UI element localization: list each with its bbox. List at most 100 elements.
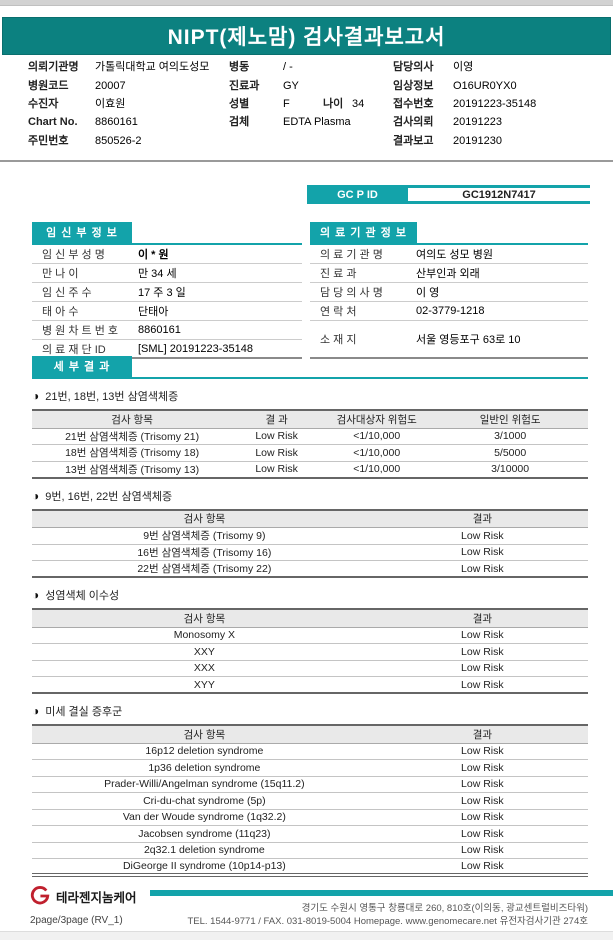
info-row-value: 17 주 3 일 (138, 287, 186, 299)
table-cell: Low Risk (376, 759, 588, 777)
logo-g-icon (30, 886, 50, 905)
field-label: 수진자 (28, 98, 59, 110)
section-heading-line: ◑ 성염색체 이수성 (32, 587, 588, 603)
table-cell: <1/10,000 (321, 444, 433, 462)
table-cell: Low Risk (376, 776, 588, 793)
table-row: 18번 삼염색체증 (Trisomy 18) Low Risk <1/10,000 5… (32, 444, 588, 462)
table-cell: 5/5000 (432, 444, 588, 462)
info-row-label: 태 아 수 (42, 306, 79, 318)
table-row: XXY Low Risk (32, 643, 588, 661)
field-label: 의뢰기관명 (28, 61, 79, 73)
clinic-info-box: 의 료 기 관 정 보 의 료 기 관 명 여의도 성모 병원 진 료 과 산부인과 … (310, 222, 588, 359)
top-edge-strip (0, 0, 613, 6)
gcp-id-bar: GC P ID GC1912N7417 (307, 185, 590, 204)
table-row: Jacobsen syndrome (11q23) Low Risk (32, 825, 588, 843)
table-cell: 3/1000 (432, 428, 588, 445)
field-value: 20191223-35148 (453, 98, 537, 110)
field-label: 나이 (323, 98, 344, 110)
table-row: 16번 삼염색체증 (Trisomy 16) Low Risk (32, 544, 588, 561)
field-value: 이효원 (95, 98, 126, 110)
field-label: Chart No. (28, 116, 78, 128)
table-cell: XXY (32, 643, 377, 661)
table-cell: 9번 삼염색체증 (Trisomy 9) (32, 527, 377, 545)
field-value: 20191230 (453, 135, 502, 147)
table-cell: Jacobsen syndrome (11q23) (32, 825, 377, 843)
field-value: 850526-2 (95, 135, 142, 147)
column-header: 결과 (376, 725, 588, 744)
info-row-label: 임 신 부 성 명 (42, 249, 105, 261)
mother-info-title: 임 신 부 정 보 (32, 222, 132, 243)
table-row: DiGeorge II syndrome (10p14-p13) Low Risk (32, 858, 588, 877)
field-label: 접수번호 (393, 98, 434, 110)
table-header-row: 검사 항목 결 과 검사대상자 위험도 일반인 위험도 (32, 410, 588, 429)
field-value: F (283, 98, 290, 110)
bottom-edge-strip (0, 931, 613, 940)
column-header: 검사대상자 위험도 (321, 410, 433, 429)
field-label: 주민번호 (28, 135, 69, 147)
info-row-value: [SML] 20191223-35148 (138, 342, 253, 355)
table-cell: 2q32.1 deletion syndrome (32, 842, 377, 859)
section-heading-line: ◑ 미세 결실 증후군 (32, 703, 588, 719)
info-row: 임 신 주 수 17 주 3 일 (32, 283, 302, 302)
table-cell: 13번 삼염색체증 (Trisomy 13) (32, 461, 233, 479)
field-value: EDTA Plasma (283, 116, 351, 128)
field-label: 병원코드 (28, 80, 69, 92)
table-row: 22번 삼염색체증 (Trisomy 22) Low Risk (32, 560, 588, 578)
info-row-label: 의 료 재 단 ID (42, 343, 106, 356)
table-cell: Low Risk (376, 743, 588, 760)
results-title: 세 부 결 과 (32, 356, 132, 377)
gcp-id-value: GC1912N7417 (408, 185, 590, 204)
table-row: 1p36 deletion syndrome Low Risk (32, 759, 588, 777)
field-value: / - (283, 61, 293, 73)
section-heading: 21번, 18번, 13번 삼염색체증 (45, 391, 179, 403)
info-row: 진 료 과 산부인과 외래 (310, 264, 588, 283)
info-row-label: 소 재 지 (320, 334, 357, 346)
results-table: 검사 항목 결과 9번 삼염색체증 (Trisomy 9) Low Risk 16번 삼… (32, 508, 588, 579)
section-heading: 성염색체 이수성 (45, 590, 120, 602)
info-row-value: 단태아 (138, 306, 169, 318)
column-header: 결과 (376, 509, 588, 528)
table-row: Prader-Willi/Angelman syndrome (15q11.2)… (32, 776, 588, 793)
field-label: 결과보고 (393, 135, 434, 147)
results-table: 검사 항목 결과 Monosomy X Low Risk XXY Low Risk XXX L… (32, 608, 588, 694)
table-cell: Low Risk (232, 428, 322, 445)
column-header: 검사 항목 (32, 410, 233, 429)
table-row: 13번 삼염색체증 (Trisomy 13) Low Risk <1/10,000 3… (32, 461, 588, 479)
field-value: 34 (352, 98, 365, 110)
field-value: O16UR0YX0 (453, 80, 517, 92)
info-row-label: 연 락 처 (320, 306, 357, 318)
info-row-label: 담 당 의 사 명 (320, 287, 383, 299)
table-cell: DiGeorge II syndrome (10p14-p13) (32, 858, 377, 877)
field-label: 검사의뢰 (393, 116, 434, 128)
table-cell: Prader-Willi/Angelman syndrome (15q11.2) (32, 776, 377, 793)
table-cell: Low Risk (376, 660, 588, 677)
table-row: 9번 삼염색체증 (Trisomy 9) Low Risk (32, 527, 588, 545)
table-cell: XYY (32, 676, 377, 694)
table-cell: Monosomy X (32, 627, 377, 644)
teal-underline (32, 377, 588, 379)
half-circle-bullet-icon: ◑ (32, 588, 40, 602)
table-cell: Cri-du-chat syndrome (5p) (32, 792, 377, 810)
info-row-value: 여의도 성모 병원 (416, 249, 493, 261)
section-heading: 9번, 16번, 22번 삼염색체증 (45, 490, 173, 503)
info-row: 태 아 수 단태아 (32, 302, 302, 321)
field-label: 담당의사 (393, 61, 434, 73)
table-cell: Low Risk (376, 643, 588, 661)
table-cell: Low Risk (376, 792, 588, 810)
table-row: Cri-du-chat syndrome (5p) Low Risk (32, 792, 588, 810)
info-row-value: 만 34 세 (138, 268, 177, 280)
gcp-id-label: GC P ID (307, 185, 408, 204)
column-header: 검사 항목 (32, 725, 377, 744)
table-cell: Low Risk (376, 560, 588, 578)
report-title-banner: NIPT(제노맘) 검사결과보고서 (2, 17, 611, 55)
table-cell: Low Risk (376, 627, 588, 644)
contact-line: TEL. 1544-9771 / FAX. 031-8019-5004 Home… (187, 916, 588, 927)
field-label: 병동 (229, 61, 250, 73)
clinic-info-rows: 의 료 기 관 명 여의도 성모 병원 진 료 과 산부인과 외래 담 당 의 사 명 이… (310, 245, 588, 359)
footer-address: 경기도 수원시 영통구 창룡대로 260, 810호(이의동, 광교센트럴비즈타… (187, 902, 588, 928)
page-number: 2page/3page (RV_1) (30, 915, 123, 926)
address-line: 경기도 수원시 영통구 창룡대로 260, 810호(이의동, 광교센트럴비즈타… (301, 903, 588, 914)
